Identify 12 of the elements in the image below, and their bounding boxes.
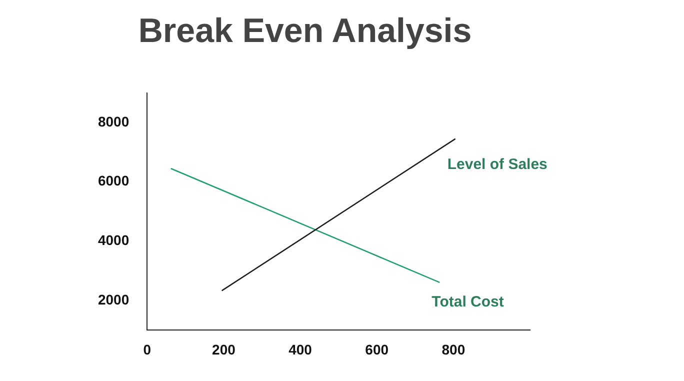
x-tick-label: 600 [365, 341, 389, 358]
y-tick-label: 2000 [98, 291, 130, 308]
series-label: Total Cost [432, 294, 504, 311]
series-label: Level of Sales [447, 156, 548, 173]
y-tick-label: 6000 [98, 172, 130, 189]
y-tick-label: 8000 [98, 113, 130, 130]
y-tick-label: 4000 [98, 232, 130, 248]
x-tick-label: 800 [442, 341, 466, 358]
x-tick-label: 400 [288, 341, 312, 358]
chart-title: Break Even Analysis [138, 12, 472, 50]
x-tick-label: 200 [212, 341, 236, 358]
x-tick-label: 0 [143, 341, 152, 358]
